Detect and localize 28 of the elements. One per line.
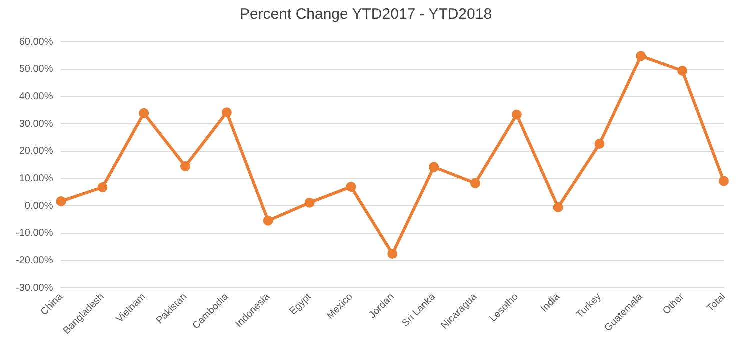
point [512, 110, 522, 120]
point [719, 176, 729, 186]
y-tick-label: 60.00% [19, 36, 54, 48]
y-tick-label: -30.00% [16, 282, 54, 294]
point [304, 198, 315, 208]
y-tick-label: 20.00% [19, 146, 54, 158]
point [222, 108, 232, 118]
point [56, 196, 66, 206]
point [346, 182, 356, 192]
point [678, 66, 688, 76]
point [388, 248, 398, 259]
point [553, 202, 564, 212]
point [263, 216, 274, 226]
point [470, 178, 480, 188]
y-tick-label: -10.00% [16, 228, 54, 240]
point [636, 51, 646, 62]
point [180, 161, 191, 172]
y-tick-label: 40.00% [19, 91, 54, 102]
y-tick-label: 50.00% [19, 64, 54, 76]
point [429, 162, 440, 172]
y-tick-label: 10.00% [19, 174, 54, 185]
chart-title: Percent Change YTD2017 - YTD2018 [240, 6, 492, 24]
y-tick-label: 0.00% [24, 200, 54, 212]
point [98, 182, 108, 193]
y-tick-label: -20.00% [16, 256, 54, 267]
point [139, 108, 150, 118]
point [594, 139, 605, 150]
y-tick-label: 30.00% [19, 118, 54, 130]
